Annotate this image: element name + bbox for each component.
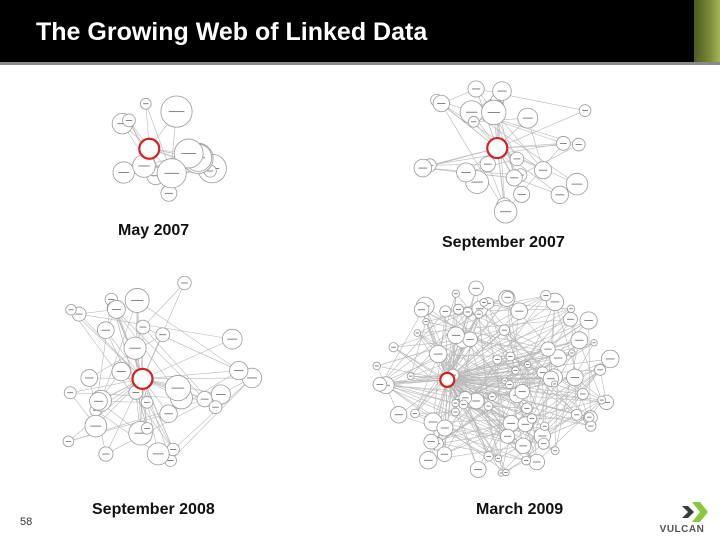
graph-edge bbox=[111, 299, 148, 429]
logo-mark-icon bbox=[682, 502, 708, 522]
graph-edge bbox=[429, 163, 488, 166]
graph-edge bbox=[379, 384, 523, 447]
graph-edge bbox=[437, 293, 457, 356]
graph-edge bbox=[477, 369, 601, 470]
graph-edge bbox=[447, 301, 556, 381]
graph-svg bbox=[413, 80, 592, 224]
graph-edge bbox=[431, 441, 527, 461]
graph-edge bbox=[382, 303, 489, 383]
caption-may-2007: May 2007 bbox=[118, 222, 190, 239]
graph-edge bbox=[414, 354, 439, 414]
graph-edge bbox=[95, 409, 159, 455]
graph-edge bbox=[506, 298, 518, 396]
graph-edge bbox=[447, 379, 479, 470]
graph-edge bbox=[142, 338, 233, 380]
graph-edge bbox=[441, 103, 498, 149]
graph-edge bbox=[447, 358, 611, 381]
diagram-march-2009 bbox=[372, 280, 636, 488]
graph-edge bbox=[70, 309, 143, 380]
graph-edge bbox=[425, 321, 549, 350]
graph-edge bbox=[447, 310, 520, 381]
diagram-may-2007 bbox=[75, 95, 245, 207]
slide-title: The Growing Web of Linked Data bbox=[36, 18, 428, 46]
graph-edge bbox=[509, 311, 520, 385]
slide-number: 58 bbox=[20, 516, 33, 528]
graph-edge bbox=[172, 377, 253, 450]
graph-edge bbox=[89, 334, 163, 379]
graph-edge bbox=[136, 300, 239, 371]
graph-edge bbox=[477, 301, 556, 470]
caption-september-2008: September 2008 bbox=[92, 501, 215, 518]
graph-edge bbox=[436, 100, 544, 171]
diagram-september-2008 bbox=[28, 272, 290, 484]
graph-edge bbox=[522, 416, 590, 447]
graph-edge bbox=[497, 147, 560, 196]
graph-edge bbox=[458, 309, 592, 427]
graph-edge bbox=[398, 414, 527, 461]
graph-edge bbox=[527, 364, 538, 463]
graph-edge bbox=[382, 381, 508, 437]
graph-edge bbox=[410, 375, 551, 380]
graph-edge bbox=[497, 110, 586, 149]
graph-edge bbox=[501, 358, 611, 474]
graph-edge bbox=[455, 411, 479, 470]
graph-svg bbox=[372, 280, 620, 478]
caption-september-2007: September 2007 bbox=[442, 234, 565, 251]
dbpedia-hub-node bbox=[439, 371, 456, 388]
graph-edge bbox=[105, 330, 137, 393]
diagram-september-2007 bbox=[402, 78, 620, 224]
graph-edge bbox=[554, 358, 611, 385]
graph-edge bbox=[142, 282, 185, 328]
graph-edge bbox=[78, 313, 233, 340]
graph-edge bbox=[410, 311, 468, 377]
vulcan-logo: VULCAN bbox=[648, 498, 716, 538]
graph-edge bbox=[170, 377, 253, 461]
dbpedia-hub-node bbox=[486, 136, 509, 160]
graph-edge bbox=[436, 100, 579, 145]
title-bar: The Growing Web of Linked Data bbox=[0, 0, 720, 65]
graph-edge bbox=[417, 318, 571, 334]
graph-edge bbox=[488, 364, 528, 457]
dbpedia-hub-node bbox=[131, 367, 154, 390]
graph-edge bbox=[505, 143, 564, 212]
graph-edge bbox=[441, 103, 506, 212]
graph-edge bbox=[497, 107, 506, 212]
graph-svg bbox=[62, 275, 263, 467]
graph-edge bbox=[382, 305, 426, 383]
dbpedia-hub-node bbox=[138, 137, 161, 160]
graph-edge bbox=[522, 372, 543, 446]
graph-edge bbox=[487, 303, 526, 425]
graph-edge bbox=[100, 300, 138, 401]
graph-edge bbox=[142, 370, 239, 380]
graph-edge bbox=[447, 379, 517, 396]
graph-edge bbox=[382, 311, 446, 383]
graph-edge bbox=[398, 379, 448, 416]
graph-edge bbox=[446, 309, 459, 380]
graph-svg bbox=[111, 95, 227, 202]
graph-edge bbox=[385, 352, 572, 386]
graph-edge bbox=[444, 427, 508, 437]
graph-edge bbox=[452, 339, 580, 376]
graph-edge bbox=[78, 313, 143, 380]
graph-edge bbox=[447, 379, 544, 444]
graph-edge bbox=[447, 379, 591, 427]
caption-march-2009: March 2009 bbox=[476, 501, 564, 518]
graph-edge bbox=[410, 318, 571, 377]
graph-edge bbox=[444, 375, 454, 455]
graph-edge bbox=[497, 359, 502, 474]
title-decoration bbox=[694, 0, 720, 62]
graph-edge bbox=[447, 379, 555, 385]
graph-edge bbox=[385, 384, 607, 403]
graph-edge bbox=[479, 308, 555, 378]
graph-edge bbox=[385, 340, 464, 386]
logo-text: VULCAN bbox=[659, 524, 705, 535]
graph-edge bbox=[543, 369, 601, 444]
graph-edge bbox=[550, 301, 556, 379]
